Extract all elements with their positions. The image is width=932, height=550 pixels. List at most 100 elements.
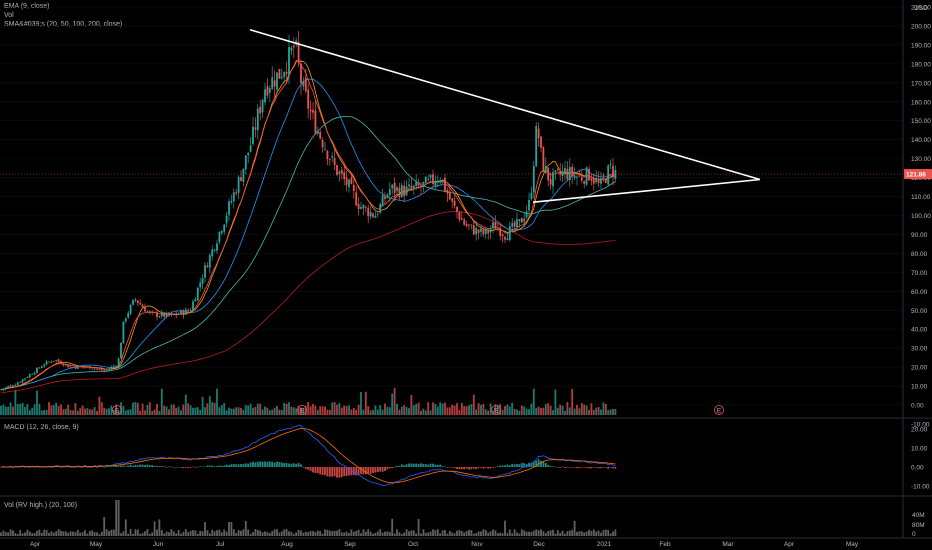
candle-body xyxy=(348,179,350,188)
candle-body xyxy=(374,216,377,218)
macd-histogram-bar xyxy=(405,464,408,467)
volume-bar xyxy=(2,404,5,415)
volume-bottom-bar xyxy=(578,531,581,536)
macd-histogram-bar xyxy=(477,467,480,469)
volume-bar xyxy=(153,409,156,415)
candle-body xyxy=(564,168,566,174)
macd-histogram-bar xyxy=(129,464,132,467)
candle-body xyxy=(489,229,492,233)
volume-bar xyxy=(300,407,302,415)
macd-histogram-bar xyxy=(216,466,218,467)
volume-bottom-bar xyxy=(81,532,84,536)
volume-bottom-bar xyxy=(177,529,180,536)
volume-bottom-bar xyxy=(595,531,598,536)
candle-body xyxy=(268,88,271,93)
candle-body xyxy=(427,178,430,180)
volume-bottom-bar xyxy=(374,532,377,536)
macd-histogram-bar xyxy=(148,465,151,467)
volume-bar xyxy=(146,405,149,415)
macd-histogram-bar xyxy=(583,467,586,468)
volume-bottom-bar xyxy=(422,529,425,536)
candle-body xyxy=(132,299,134,305)
volume-bottom-bar xyxy=(396,529,398,536)
volume-bottom-bar xyxy=(568,530,571,536)
macd-histogram-bar xyxy=(249,462,252,467)
volume-bottom-bar xyxy=(444,529,446,536)
volume-bottom-bar xyxy=(542,531,545,536)
volume-bar xyxy=(484,409,487,415)
volume-bottom-bar xyxy=(592,529,595,536)
volume-bar xyxy=(12,406,14,415)
volume-bottom-bar xyxy=(381,532,384,536)
macd-histogram-bar xyxy=(460,467,463,470)
volume-bottom-bar xyxy=(98,533,101,536)
volume-bottom-bar xyxy=(189,530,192,536)
candle-body xyxy=(76,366,79,369)
candle-body xyxy=(405,186,408,196)
macd-histogram-bar xyxy=(439,464,442,467)
y-tick-label: 200.00 xyxy=(911,23,931,30)
volume-bottom-bar xyxy=(415,533,418,536)
macd-histogram-bar xyxy=(76,466,79,468)
macd-histogram-bar xyxy=(360,467,362,475)
macd-histogram-bar xyxy=(194,467,197,468)
volume-bar xyxy=(446,407,449,415)
volume-bar xyxy=(472,394,475,415)
volume-bottom-bar xyxy=(530,531,533,536)
volume-bottom-bar xyxy=(48,532,50,536)
volume-bottom-bar xyxy=(43,529,46,536)
macd-histogram-bar xyxy=(268,461,271,467)
candle-body xyxy=(336,165,338,175)
candle-body xyxy=(280,76,283,79)
macd-histogram-bar xyxy=(592,467,595,468)
macd-histogram-bar xyxy=(391,467,394,469)
macd-histogram-bar xyxy=(213,466,216,467)
macd-histogram-bar xyxy=(595,467,598,468)
macd-histogram-bar xyxy=(208,465,211,467)
macd-histogram-bar xyxy=(235,464,238,467)
volume-bar xyxy=(242,409,245,415)
macd-histogram-bar xyxy=(578,467,581,469)
candle-body xyxy=(578,175,581,177)
candle-body xyxy=(352,184,355,192)
volume-bar xyxy=(427,402,430,415)
candle-body xyxy=(492,222,494,229)
volume-bar xyxy=(451,404,454,415)
volume-bottom-bar xyxy=(74,532,77,536)
macd-histogram-bar xyxy=(192,466,194,468)
volume-bar xyxy=(211,402,214,415)
x-tick-label: Jun xyxy=(153,541,164,548)
macd-histogram-bar xyxy=(204,466,206,468)
volume-bar xyxy=(609,409,612,415)
volume-bottom-bar xyxy=(225,531,228,536)
macd-histogram-bar xyxy=(276,461,278,467)
candle-body xyxy=(460,218,463,220)
candle-body xyxy=(117,358,120,367)
volume-bar xyxy=(278,409,281,415)
macd-histogram-bar xyxy=(520,462,523,467)
volume-bar xyxy=(309,406,312,415)
macd-histogram-bar xyxy=(609,467,612,468)
y-tick-label: 110.00 xyxy=(911,194,931,201)
y-tick-label: 210.00 xyxy=(911,5,931,12)
volume-bottom-bar xyxy=(199,530,202,536)
candle-body xyxy=(36,367,38,373)
candle-body xyxy=(434,182,437,187)
volume-bottom-bar xyxy=(38,529,41,536)
volume-bottom-bar xyxy=(254,529,257,536)
volume-bar xyxy=(552,410,554,415)
volume-bottom-bar xyxy=(597,530,600,536)
volume-bar xyxy=(93,407,96,415)
macd-histogram-bar xyxy=(532,461,535,467)
candle-body xyxy=(571,166,574,177)
macd-histogram-bar xyxy=(537,459,540,467)
volume-bar xyxy=(235,407,238,415)
candle-body xyxy=(576,176,578,178)
volume-bar xyxy=(549,405,552,415)
volume-bar xyxy=(386,406,389,415)
volume-bar xyxy=(494,404,497,415)
candle-body xyxy=(139,302,142,305)
volume-bottom-bar xyxy=(211,529,214,536)
